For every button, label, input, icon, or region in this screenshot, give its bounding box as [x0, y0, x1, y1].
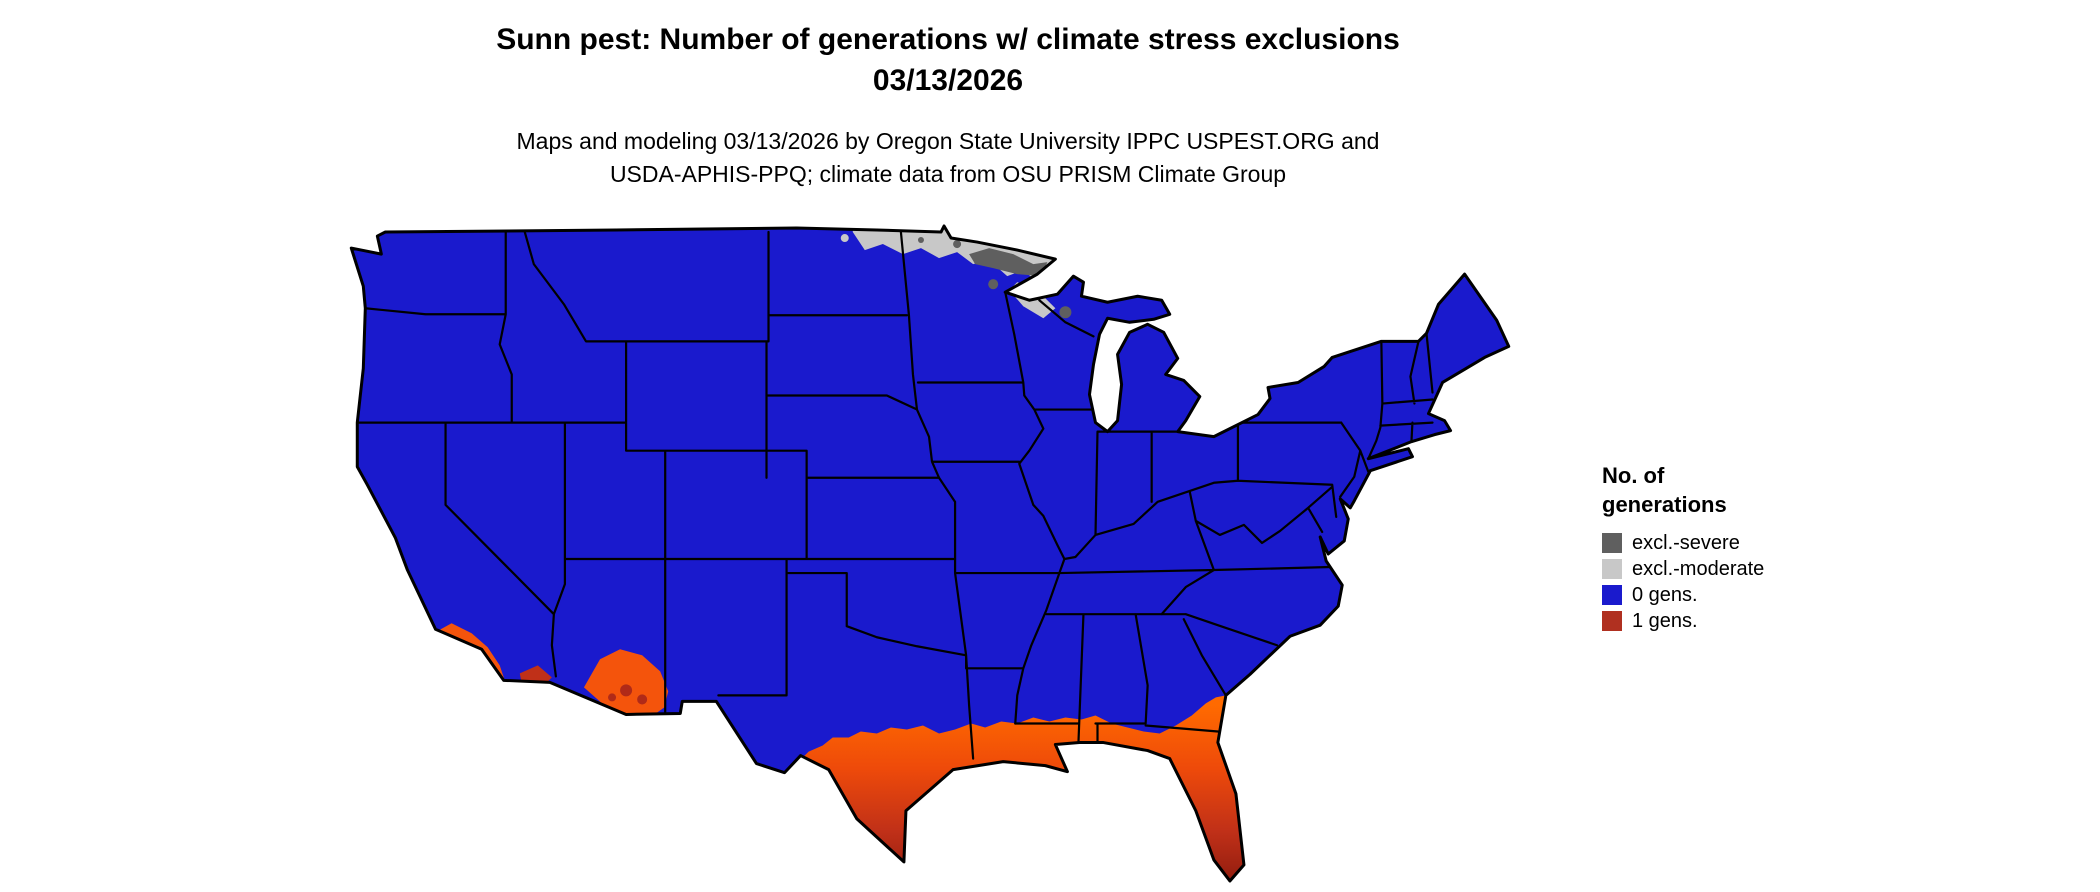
dark-gray-speckle [953, 240, 962, 249]
map-legend: No. of generations excl.-severe excl.-mod… [1602, 462, 1882, 637]
socal-red-speckle [460, 650, 471, 661]
legend-swatch-zero-gens [1602, 585, 1622, 606]
legend-title: No. of generations [1602, 462, 1882, 519]
socal-red-speckle [481, 665, 490, 674]
state-borders [356, 230, 1434, 760]
legend-swatch-excl-moderate [1602, 559, 1622, 580]
legend-label-one-gen: 1 gens. [1632, 610, 1698, 633]
gray-speckle [861, 233, 868, 240]
legend-label-excl-moderate: excl.-moderate [1632, 558, 1765, 581]
legend-title-line-2: generations [1602, 491, 1727, 517]
zone-excl-severe [969, 248, 1048, 277]
subtitle-line-2: USDA-APHIS-PPQ; climate data from OSU PR… [609, 161, 1287, 188]
legend-rows: excl.-severe excl.-moderate 0 gens. 1 ge… [1602, 532, 1882, 633]
figure-subtitle: Maps and modeling 03/13/2026 by Oregon S… [0, 125, 1896, 192]
title-line-1: Sunn pest: Number of generations w/ clim… [496, 23, 1400, 56]
zone-one-gen-south [784, 695, 1244, 881]
figure-title: Sunn pest: Number of generations w/ clim… [0, 20, 1896, 101]
legend-item-zero-gens: 0 gens. [1602, 584, 1882, 607]
us-map [305, 224, 1555, 892]
legend-title-line-1: No. of [1602, 463, 1665, 488]
subtitle-line-1: Maps and modeling 03/13/2026 by Oregon S… [516, 128, 1380, 154]
title-date: 03/13/2026 [872, 63, 1024, 97]
zone-one-gen-arizona [583, 649, 669, 718]
arizona-red-speckle [620, 684, 633, 697]
legend-item-excl-moderate: excl.-moderate [1602, 558, 1882, 581]
dark-gray-speckle [988, 279, 999, 290]
legend-label-excl-severe: excl.-severe [1632, 532, 1740, 555]
dark-gray-speckle [1059, 306, 1072, 319]
figure-header: Sunn pest: Number of generations w/ clim… [0, 20, 1896, 192]
arizona-red-speckle [637, 694, 648, 705]
legend-swatch-one-gen [1602, 611, 1622, 632]
gray-speckle [840, 234, 849, 243]
legend-swatch-excl-severe [1602, 533, 1622, 554]
us-map-svg [349, 224, 1511, 883]
dark-gray-speckle [917, 237, 924, 244]
legend-item-one-gen: 1 gens. [1602, 610, 1882, 633]
arizona-red-speckle [608, 693, 617, 702]
legend-item-excl-severe: excl.-severe [1602, 532, 1882, 555]
legend-label-zero-gens: 0 gens. [1632, 584, 1698, 607]
